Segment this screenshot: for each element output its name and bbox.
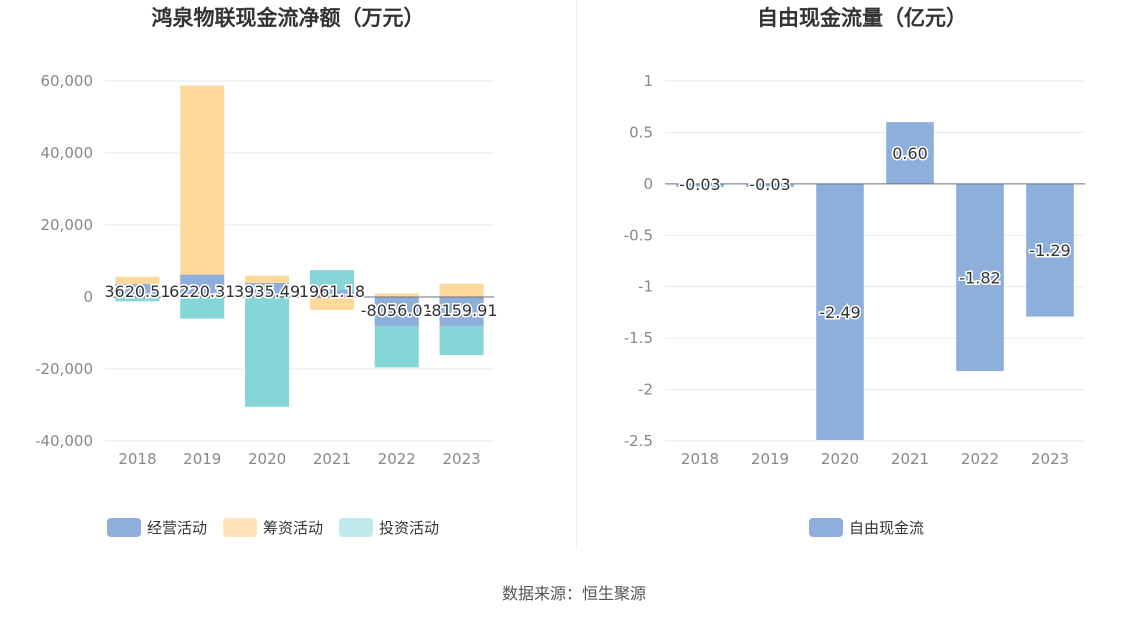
chart2-ytick-label: 0 xyxy=(643,175,653,193)
chart2-bar-fcf xyxy=(956,183,1004,372)
chart1-data-label: 3935.49 xyxy=(234,282,300,301)
chart1-ytick-label: 60,000 xyxy=(41,72,94,90)
legend-swatch-financing xyxy=(223,518,258,537)
chart1-bar-investing xyxy=(180,297,225,319)
chart1-title: 鸿泉物联现金流净额（万元） xyxy=(151,6,425,30)
chart1-data-label: 1961.18 xyxy=(299,282,365,301)
chart1-xtick-label: 2022 xyxy=(378,450,416,468)
chart2-data-label: -0.03 xyxy=(749,175,790,194)
chart1-data-label: 6220.31 xyxy=(169,282,235,301)
chart2-ytick-label: 1 xyxy=(643,72,653,90)
chart1-bar-financing xyxy=(180,85,225,275)
chart2-xtick-label: 2021 xyxy=(891,450,929,468)
chart1-bar-financing xyxy=(439,283,484,297)
chart1-bar-investing xyxy=(245,297,290,407)
chart2-bar-fcf xyxy=(676,183,724,187)
chart2-ytick-label: -2.5 xyxy=(624,432,653,450)
chart2-data-label: -1.29 xyxy=(1029,241,1070,260)
chart1-bar-investing xyxy=(439,326,484,356)
legend-swatch-operating xyxy=(107,518,141,537)
legend-swatch-investing xyxy=(339,518,374,537)
legend-item-fcf[interactable]: 自由现金流 xyxy=(809,517,924,538)
chart2-ytick-label: 0.5 xyxy=(629,123,653,141)
chart2-ytick-label: -1.5 xyxy=(624,329,653,347)
chart2-xtick-label: 2023 xyxy=(1031,450,1069,468)
chart1-data-label: -8159.91 xyxy=(426,301,498,320)
legend-item-operating[interactable]: 经营活动 xyxy=(107,517,207,538)
chart2-ytick-label: -2 xyxy=(638,381,653,399)
legend-label-financing: 筹资活动 xyxy=(263,519,324,537)
chart1-ytick-label: 20,000 xyxy=(41,216,94,234)
legend-label-operating: 经营活动 xyxy=(147,519,208,537)
chart1-xtick-label: 2021 xyxy=(313,450,351,468)
source-note: 数据来源：恒生聚源 xyxy=(501,584,646,603)
chart-divider xyxy=(576,0,577,550)
chart2-data-label: -0.03 xyxy=(679,175,720,194)
chart1-bar-financing xyxy=(309,297,354,310)
chart2-ytick-label: -1 xyxy=(638,278,653,296)
chart2-xtick-label: 2019 xyxy=(751,450,789,468)
chart1-xtick-label: 2023 xyxy=(442,450,480,468)
chart1-ytick-label: -40,000 xyxy=(35,432,93,450)
chart1-data-label: 3620.51 xyxy=(104,282,170,301)
chart1-bar-financing xyxy=(374,293,419,297)
chart1-data-label: -8056.01 xyxy=(361,301,433,320)
chart1-xtick-label: 2018 xyxy=(118,450,156,468)
chart2-bar-fcf xyxy=(746,183,794,187)
chart1-bar-operating xyxy=(180,274,225,297)
chart1-xtick-label: 2019 xyxy=(183,450,221,468)
chart2-data-label: 0.60 xyxy=(892,144,928,163)
legend-swatch-fcf xyxy=(809,518,843,537)
legend-item-investing[interactable]: 投资活动 xyxy=(339,517,439,538)
chart2-data-label: -2.49 xyxy=(819,303,860,322)
chart1-bar-operating xyxy=(245,282,290,297)
chart1-bar-operating xyxy=(374,297,419,327)
legend-label-fcf: 自由现金流 xyxy=(849,519,925,537)
chart1-bar-operating xyxy=(309,289,354,297)
chart2-data-label: -1.82 xyxy=(959,268,1000,287)
chart2-xtick-label: 2018 xyxy=(681,450,719,468)
chart1-xtick-label: 2020 xyxy=(248,450,286,468)
legend-item-financing[interactable]: 筹资活动 xyxy=(223,517,323,538)
chart1-bar-operating xyxy=(439,297,484,327)
chart2-title: 自由现金流量（亿元） xyxy=(757,6,967,30)
chart2-xtick-label: 2022 xyxy=(961,450,999,468)
chart2-legend: 自由现金流 xyxy=(809,517,940,538)
legend-label-investing: 投资活动 xyxy=(379,519,440,537)
chart1-ytick-label: -20,000 xyxy=(35,360,93,378)
chart2-bar-fcf xyxy=(816,183,864,440)
chart2-xtick-label: 2020 xyxy=(821,450,859,468)
chart1-ytick-label: 40,000 xyxy=(41,144,94,162)
chart2-ytick-label: -0.5 xyxy=(624,226,653,244)
chart1-ytick-label: 0 xyxy=(83,288,93,306)
chart1-bar-investing xyxy=(374,326,419,368)
chart1-legend: 经营活动 筹资活动 投资活动 xyxy=(107,517,455,538)
chart2-bar-fcf xyxy=(1026,183,1074,317)
chart1-bar-financing xyxy=(245,275,290,283)
chart1-bar-financing xyxy=(115,276,160,284)
chart1-bar-operating xyxy=(115,283,160,297)
chart1-bar-investing xyxy=(115,297,160,302)
chart1-bar-investing xyxy=(309,270,354,290)
chart2-bar-fcf xyxy=(886,122,934,184)
